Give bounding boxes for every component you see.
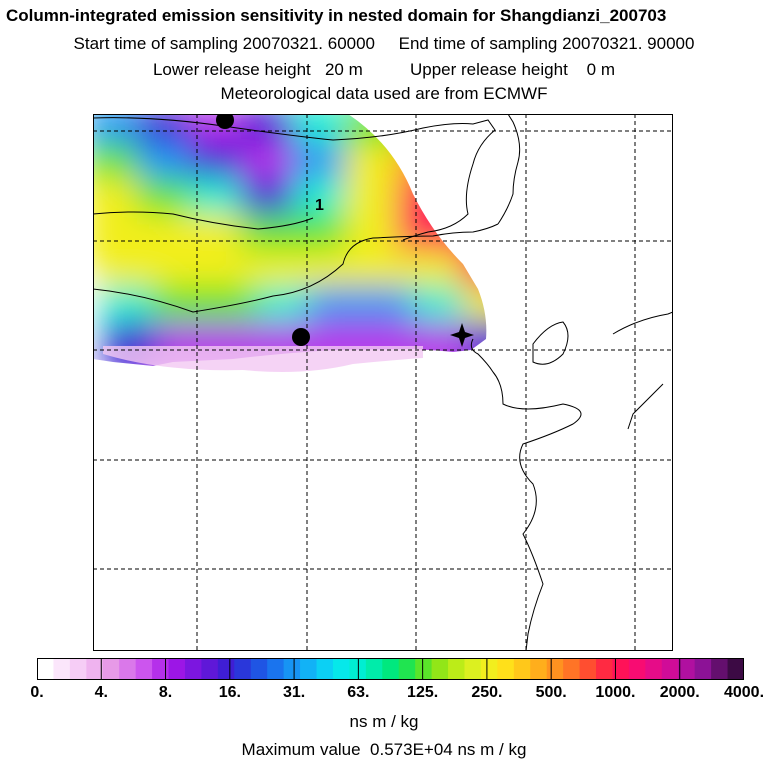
met-data-subtitle: Meteorological data used are from ECMWF [220, 84, 548, 103]
colorbar-band [267, 658, 285, 680]
colorbar [37, 658, 744, 680]
colorbar-band [711, 658, 729, 680]
plot-frame [93, 114, 673, 651]
colorbar-tick-label: 16. [218, 684, 241, 701]
colorbar-band [119, 658, 137, 680]
colorbar-band [579, 658, 597, 680]
colorbar-band [201, 658, 219, 680]
colorbar-band [53, 658, 71, 680]
colorbar-band [497, 658, 515, 680]
colorbar-tick-label: 4. [94, 684, 108, 701]
colorbar-tick-label: 2000. [659, 684, 700, 701]
colorbar-tick-label: 500. [535, 684, 567, 701]
lat-lon-grid [93, 114, 673, 651]
colorbar-band [332, 658, 350, 680]
colorbar-tick-label: 63. [347, 684, 370, 701]
colorbar-band [448, 658, 466, 680]
colorbar-tick-label: 31. [282, 684, 306, 701]
colorbar-band [596, 658, 614, 680]
colorbar-band [168, 658, 186, 680]
colorbar-band [135, 658, 153, 680]
colorbar-band [86, 658, 104, 680]
colorbar-band [37, 658, 55, 680]
colorbar-unit: ns m / kg [349, 712, 419, 731]
colorbar-band [250, 658, 268, 680]
colorbar-band [727, 658, 744, 680]
colorbar-band [382, 658, 400, 680]
colorbar-band [530, 658, 548, 680]
colorbar-bands [37, 658, 744, 680]
low-sensitivity-fringe [103, 346, 423, 372]
colorbar-band [480, 658, 498, 680]
colorbar-band [464, 658, 482, 680]
colorbar-tick-label: 0. [30, 684, 44, 701]
colorbar-band [365, 658, 383, 680]
colorbar-band [661, 658, 679, 680]
chart-title: Column-integrated emission sensitivity i… [6, 6, 667, 25]
colorbar-dividers [100, 658, 681, 680]
colorbar-tick-label: 125. [407, 684, 439, 701]
colorbar-band [184, 658, 203, 680]
colorbar-band [645, 658, 663, 680]
colorbar-band [316, 658, 334, 680]
map-label: 1 [315, 197, 324, 214]
colorbar-band [152, 658, 170, 680]
colorbar-band [546, 658, 564, 680]
colorbar-band [217, 658, 235, 680]
sampling-time-subtitle: Start time of sampling 20070321. 60000 E… [73, 34, 695, 53]
colorbar-band [69, 658, 87, 680]
colorbar-band [628, 658, 646, 680]
max-value-text: Maximum value 0.573E+04 ns m / kg [241, 740, 527, 759]
colorbar-band [398, 658, 416, 680]
colorbar-band [563, 658, 581, 680]
colorbar-band [102, 658, 120, 680]
site-marker [292, 328, 310, 346]
colorbar-band [283, 658, 301, 680]
colorbar-band [694, 658, 712, 680]
colorbar-tick-label: 8. [158, 684, 173, 701]
colorbar-tick-label: 4000. [723, 684, 765, 701]
colorbar-band [431, 658, 449, 680]
site-marker [216, 114, 234, 129]
sensitivity-map: 1 [93, 114, 673, 651]
colorbar-frame [37, 658, 744, 680]
colorbar-band [513, 658, 531, 680]
receptor-star-icon [450, 323, 474, 347]
colorbar-tick-label: 250. [471, 684, 503, 701]
site-markers [216, 114, 474, 347]
colorbar-band [678, 658, 696, 680]
colorbar-band [234, 658, 252, 680]
colorbar-band [415, 658, 433, 680]
colorbar-tick-label: 1000. [595, 684, 636, 701]
colorbar-band [612, 658, 630, 680]
release-height-subtitle: Lower release height 20 m Upper release … [152, 60, 616, 79]
colorbar-band [300, 658, 318, 680]
